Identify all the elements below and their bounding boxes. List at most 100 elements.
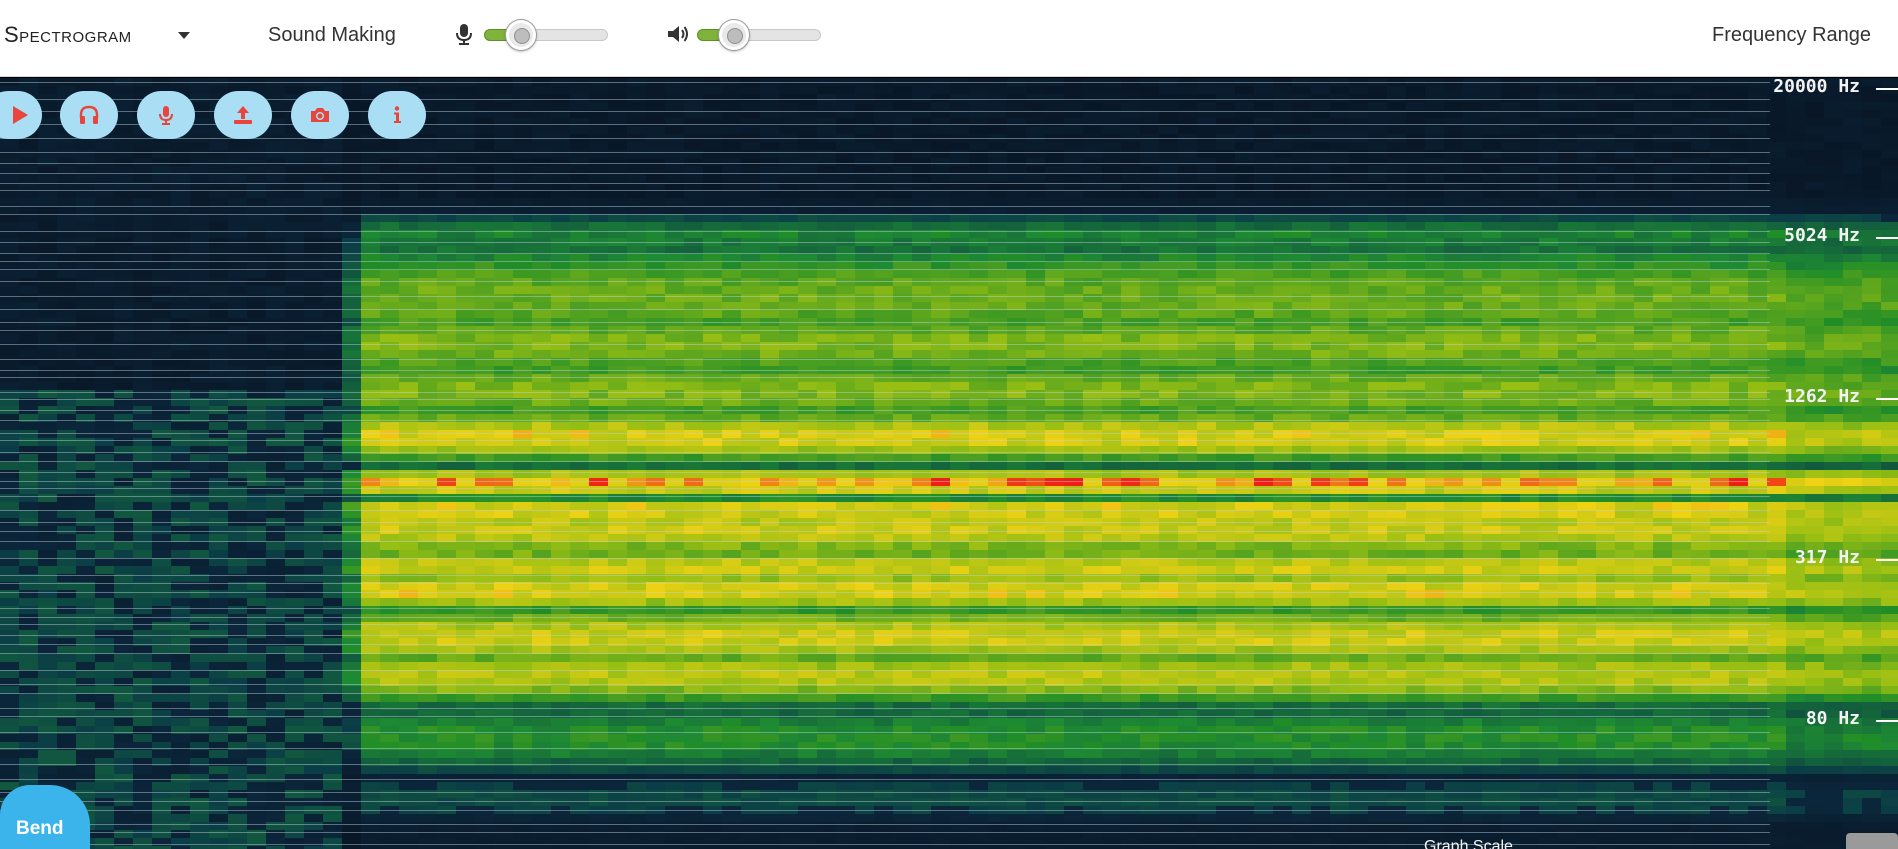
spectrogram-column xyxy=(1881,78,1898,849)
spectrogram-column xyxy=(1862,78,1882,849)
freq-label-80: 80 Hz xyxy=(1805,708,1860,729)
freq-tick xyxy=(1876,88,1898,90)
spectrogram-column xyxy=(969,78,989,849)
camera-button[interactable] xyxy=(291,91,349,139)
freq-label-317: 317 Hz xyxy=(1794,547,1860,568)
slider-handle[interactable] xyxy=(719,20,749,50)
spectrogram-column xyxy=(1520,78,1540,849)
scroll-handle[interactable] xyxy=(1846,833,1898,849)
speaker-icon xyxy=(666,22,688,46)
upload-icon xyxy=(234,106,252,124)
spectrogram-column xyxy=(1691,78,1711,849)
info-button[interactable] xyxy=(368,91,426,139)
freq-tick xyxy=(1876,559,1898,561)
spectrogram-column xyxy=(931,78,951,849)
freq-tick xyxy=(1876,398,1898,400)
spectrogram-column xyxy=(1748,78,1768,849)
freq-label-20000: 20000 Hz xyxy=(1773,78,1860,97)
spectrogram-column xyxy=(893,78,913,849)
spectrogram-column xyxy=(209,78,229,849)
spectrogram-column xyxy=(741,78,761,849)
spectrogram-column xyxy=(589,78,609,849)
spectrogram-column xyxy=(1539,78,1559,849)
freq-tick xyxy=(1876,720,1898,722)
headphones-button[interactable] xyxy=(60,91,118,139)
spectrogram-column xyxy=(95,78,115,849)
frequency-range-label[interactable]: Frequency Range xyxy=(1712,24,1871,46)
microphone-icon xyxy=(453,22,475,46)
spectrogram-column xyxy=(836,78,856,849)
mode-label: Sound Making xyxy=(268,24,396,46)
spectrogram-column xyxy=(1330,78,1350,849)
chevron-down-icon[interactable] xyxy=(172,26,196,46)
spectrogram-column xyxy=(475,78,495,849)
spectrogram-column xyxy=(608,78,628,849)
spectrogram-column xyxy=(646,78,666,849)
play-button[interactable] xyxy=(0,91,42,139)
freq-tick xyxy=(1876,237,1898,239)
spectrogram-column xyxy=(190,78,210,849)
spectrogram-column xyxy=(1615,78,1635,849)
spectrogram-column xyxy=(1824,78,1844,849)
spectrogram-column xyxy=(798,78,818,849)
spectrogram-column xyxy=(627,78,647,849)
volume-slider[interactable] xyxy=(697,20,821,50)
spectrogram-column xyxy=(1425,78,1445,849)
spectrogram-column xyxy=(1672,78,1692,849)
spectrogram-column xyxy=(1292,78,1312,849)
spectrogram-column xyxy=(1843,78,1863,849)
spectrogram-column xyxy=(665,78,685,849)
spectrogram-column xyxy=(1634,78,1654,849)
graph-scale-label[interactable]: Graph Scale xyxy=(1424,838,1513,849)
freq-label-5024: 5024 Hz xyxy=(1784,225,1860,246)
spectrogram-column xyxy=(874,78,894,849)
spectrogram-column xyxy=(1273,78,1293,849)
play-icon xyxy=(13,106,28,124)
spectrogram-column xyxy=(703,78,723,849)
bend-button[interactable]: Bend xyxy=(0,785,90,849)
spectrogram-column xyxy=(399,78,419,849)
spectrogram-column xyxy=(1064,78,1084,849)
spectrogram-column xyxy=(760,78,780,849)
spectrogram-column xyxy=(437,78,457,849)
spectrogram-column xyxy=(1729,78,1749,849)
spectrogram-column xyxy=(1767,78,1787,849)
spectrogram-column xyxy=(1368,78,1388,849)
spectrogram-column xyxy=(570,78,590,849)
spectrogram-column xyxy=(1596,78,1616,849)
spectrogram-column xyxy=(1140,78,1160,849)
spectrogram-image xyxy=(0,78,1898,849)
spectrogram-column xyxy=(1349,78,1369,849)
microphone-icon xyxy=(159,106,173,125)
spectrogram-column xyxy=(114,78,134,849)
spectrogram-column xyxy=(1653,78,1673,849)
spectrogram-column xyxy=(1805,78,1825,849)
spectrogram-column xyxy=(1083,78,1103,849)
spectrogram-column xyxy=(513,78,533,849)
spectrogram-column xyxy=(1026,78,1046,849)
spectrogram-column xyxy=(1444,78,1464,849)
spectrogram-column xyxy=(76,78,96,849)
spectrogram-column xyxy=(1121,78,1141,849)
spectrogram-column xyxy=(988,78,1008,849)
mic-gain-slider[interactable] xyxy=(484,20,608,50)
spectrogram-column xyxy=(494,78,514,849)
spectrogram-column xyxy=(418,78,438,849)
slider-handle[interactable] xyxy=(506,20,536,50)
microphone-button[interactable] xyxy=(137,91,195,139)
spectrogram-column xyxy=(1710,78,1730,849)
spectrogram-column xyxy=(171,78,191,849)
upload-button[interactable] xyxy=(214,91,272,139)
spectrogram-column xyxy=(1406,78,1426,849)
spectrogram-column xyxy=(1558,78,1578,849)
spectrogram-column xyxy=(152,78,172,849)
spectrogram-column xyxy=(855,78,875,849)
spectrogram-column xyxy=(247,78,267,849)
spectrogram-canvas[interactable]: 20000 Hz 5024 Hz 1262 Hz 317 Hz 80 Hz xyxy=(0,78,1898,849)
spectrogram-column xyxy=(380,78,400,849)
spectrogram-column xyxy=(323,78,343,849)
spectrogram-column xyxy=(1178,78,1198,849)
spectrogram-column xyxy=(38,78,58,849)
info-icon xyxy=(394,106,401,123)
spectrogram-column xyxy=(1235,78,1255,849)
